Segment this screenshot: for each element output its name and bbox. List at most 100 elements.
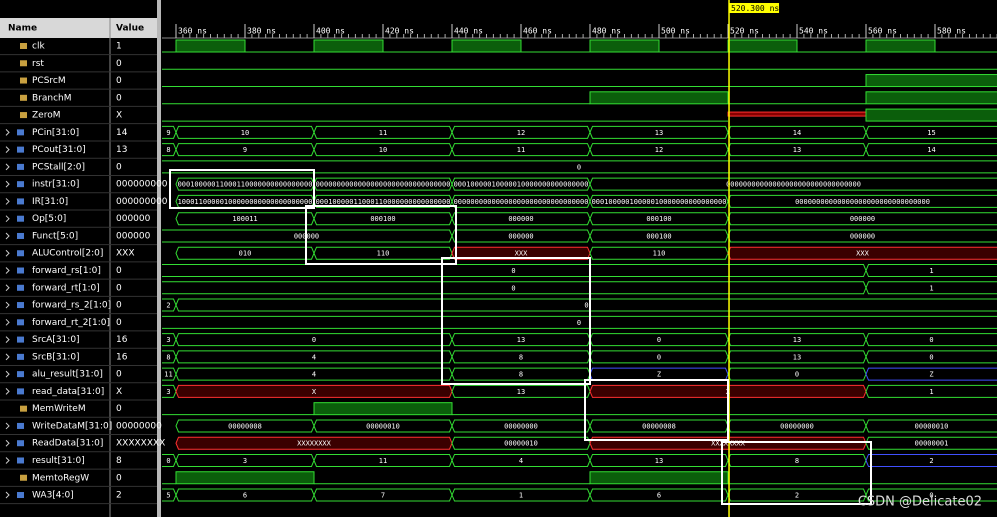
bus-value: 6: [243, 492, 247, 500]
bus-value: 0: [511, 284, 515, 292]
ruler-label: 420 ns: [385, 27, 414, 36]
bit-icon: [20, 474, 27, 481]
bus-value: 00010000010000010000000000000000: [454, 181, 589, 189]
bus-value: 00000000000000000000000000000000: [726, 181, 861, 189]
bus-segment: [865, 436, 997, 450]
bit-high: [589, 91, 729, 105]
bus-value: 3: [166, 336, 170, 344]
bus-segment: [162, 281, 867, 295]
bus-segment: [865, 419, 997, 433]
bus-value: 0: [577, 163, 581, 171]
bus-segment: [865, 367, 997, 381]
signal-name: clk: [32, 42, 45, 52]
signal-name: SrcB[31:0]: [32, 352, 80, 362]
bus-segment: [162, 315, 997, 329]
bus-segment: [589, 177, 997, 191]
expand-arrow: [5, 388, 10, 395]
signal-name: forward_rs_2[1:0]: [32, 301, 111, 311]
bus-value: 8: [166, 353, 170, 361]
signal-name: instr[31:0]: [32, 180, 79, 190]
bus-segment: [162, 160, 997, 174]
bus-icon: [17, 492, 24, 499]
bus-segment: [175, 298, 997, 312]
ruler-label: 440 ns: [454, 27, 483, 36]
bit-high: [865, 108, 997, 122]
bus-value: 11: [379, 457, 387, 465]
expand-arrow: [5, 267, 10, 274]
bus-value: 11: [164, 371, 172, 379]
bus-icon: [17, 129, 24, 136]
bus-value: 0: [929, 353, 933, 361]
bus-segment: [162, 453, 177, 467]
bit-unknown: [727, 111, 867, 117]
signal-name: forward_rt_2[1:0]: [32, 318, 110, 328]
signal-value: 16: [116, 335, 128, 345]
bus-value: 00000000000000000000000000000000: [795, 198, 930, 206]
signal-value: 0: [116, 76, 122, 86]
signal-name: Op[5:0]: [32, 214, 66, 224]
bit-high: [589, 471, 729, 485]
signal-value: 000000: [116, 231, 151, 241]
bit-icon: [20, 60, 27, 67]
bus-value: 1: [519, 492, 523, 500]
bus-value: 110: [377, 250, 390, 258]
signal-rows: clk 1 rst 0 PCSrcM 0 BranchM 0 ZeroM X PCin[31:0] 1…: [0, 42, 168, 505]
expand-arrow: [5, 318, 10, 326]
bit-high: [313, 402, 453, 416]
cursor-label-box: [729, 3, 780, 13]
bus-segment: [865, 125, 997, 139]
bus-segment: [865, 488, 997, 502]
bus-icon: [17, 302, 24, 309]
bus-value: 8: [166, 146, 170, 154]
bus-icon: [17, 250, 24, 257]
bit-icon: [20, 94, 27, 101]
watermark: CSDN @Delicate02: [858, 495, 982, 510]
bus-icon: [17, 319, 24, 326]
highlight-box: [305, 205, 457, 265]
bus-value: 110: [653, 250, 666, 258]
expand-arrow: [5, 163, 10, 171]
bit-high: [865, 39, 936, 53]
bus-value: 3: [243, 457, 247, 465]
pane-splitter[interactable]: [157, 0, 161, 517]
bus-value: 14: [793, 129, 801, 137]
signal-value: 0: [116, 301, 122, 311]
bus-value: Z: [657, 371, 661, 379]
bus-segment: [162, 264, 867, 278]
signal-name: MemWriteM: [32, 404, 86, 414]
bus-value: 000100: [646, 232, 671, 240]
bus-value: 100011: [232, 215, 257, 223]
bus-value: 13: [517, 336, 525, 344]
bus-segment: [865, 264, 997, 278]
bus-value: 0: [929, 336, 933, 344]
bus-segment: [162, 350, 177, 364]
bus-value: 1: [929, 388, 933, 396]
ruler-label: 500 ns: [661, 27, 690, 36]
bus-segment: [727, 246, 997, 260]
signal-value: 2: [116, 491, 122, 501]
expand-arrow: [5, 439, 10, 447]
signal-value: XXXXXXXX: [116, 439, 165, 449]
bit-icon: [20, 112, 27, 119]
signal-name: PCout[31:0]: [32, 145, 86, 155]
expand-arrow: [5, 370, 10, 378]
bus-value: 3: [166, 388, 170, 396]
signal-name: BranchM: [32, 93, 72, 103]
ruler-label: 520 ns: [730, 27, 759, 36]
bus-value: 8: [519, 353, 523, 361]
bus-value: 12: [517, 129, 525, 137]
bus-value: 8: [519, 371, 523, 379]
signal-name: forward_rt[1:0]: [32, 283, 100, 293]
bus-value: 9: [243, 146, 247, 154]
bit-icon: [20, 405, 27, 412]
bus-value: 10001100000100000000000000000000: [178, 198, 313, 206]
signal-value: 000000000: [116, 180, 168, 190]
bus-value: 13: [517, 388, 525, 396]
bit-icon: [20, 43, 27, 49]
bus-value: 000000: [508, 215, 533, 223]
signal-value: 0: [116, 283, 122, 293]
expand-arrow: [5, 232, 10, 240]
signal-name: IR[31:0]: [32, 197, 68, 207]
bus-icon: [17, 388, 24, 395]
